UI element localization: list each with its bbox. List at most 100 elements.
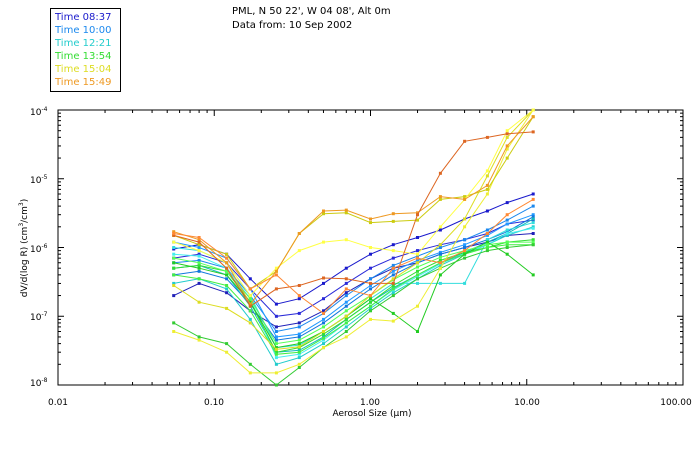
data-point xyxy=(197,263,201,267)
data-point xyxy=(197,240,201,244)
data-point xyxy=(463,195,467,199)
data-point xyxy=(274,335,278,339)
x-tick-label: 1.00 xyxy=(359,398,381,408)
x-tick-label: 10.00 xyxy=(514,398,540,408)
data-point xyxy=(485,238,489,242)
data-point xyxy=(438,252,442,256)
data-point xyxy=(248,362,252,366)
data-point xyxy=(322,346,325,350)
data-point xyxy=(485,233,489,237)
data-point xyxy=(225,269,229,273)
data-point xyxy=(225,342,229,346)
data-point xyxy=(197,236,201,239)
data-point xyxy=(248,371,252,375)
data-point xyxy=(274,362,278,366)
data-point xyxy=(463,252,467,256)
data-point xyxy=(391,263,395,267)
data-point xyxy=(531,197,535,201)
data-point xyxy=(369,252,372,256)
data-point xyxy=(438,243,442,247)
data-point xyxy=(297,297,301,301)
data-point xyxy=(369,287,372,291)
data-point xyxy=(172,240,176,244)
data-point xyxy=(531,108,535,112)
data-point xyxy=(297,332,301,336)
data-point xyxy=(463,217,467,221)
legend-item-1504: Time 15:04 xyxy=(55,64,112,75)
data-point xyxy=(297,348,301,352)
data-point xyxy=(391,219,395,223)
data-point xyxy=(274,269,278,273)
data-point xyxy=(438,261,442,265)
data-point xyxy=(531,221,535,225)
data-point xyxy=(463,250,467,254)
data-point xyxy=(505,233,509,237)
data-point xyxy=(369,281,372,285)
data-point xyxy=(438,273,442,277)
data-point xyxy=(297,325,301,329)
data-point xyxy=(369,246,372,249)
series-line-1504 xyxy=(173,109,534,374)
legend-item-1354: Time 13:54 xyxy=(55,51,112,62)
y-tick-label: 10-5 xyxy=(30,174,48,186)
data-point xyxy=(485,183,489,187)
data-point xyxy=(485,187,489,191)
series-line-1354 xyxy=(173,244,534,386)
x-tick-label: 100.00 xyxy=(660,398,692,408)
data-point xyxy=(344,317,348,321)
y-tick-label: 10-4 xyxy=(30,106,48,118)
data-point xyxy=(322,330,325,333)
legend-box: Time 08:37 Time 10:00 Time 12:21 Time 13… xyxy=(50,8,121,92)
data-point xyxy=(391,266,395,270)
data-point xyxy=(297,362,301,366)
x-tick-label: 0.01 xyxy=(47,398,69,408)
data-point xyxy=(274,338,278,342)
data-point xyxy=(197,335,201,339)
data-point xyxy=(197,254,201,258)
data-point xyxy=(248,300,252,304)
data-point xyxy=(274,287,278,291)
data-point xyxy=(531,238,535,242)
data-point xyxy=(248,277,252,281)
data-point xyxy=(416,261,419,265)
data-point xyxy=(197,246,201,249)
data-point xyxy=(438,195,442,199)
data-point xyxy=(463,281,467,285)
data-point xyxy=(531,232,535,235)
legend-item-1221: Time 12:21 xyxy=(55,38,112,49)
data-point xyxy=(391,212,395,216)
data-point xyxy=(531,213,535,217)
data-point xyxy=(438,228,442,232)
data-point xyxy=(225,266,229,270)
data-point xyxy=(248,304,252,308)
data-point xyxy=(225,291,229,295)
data-point xyxy=(531,273,535,277)
data-point xyxy=(391,291,395,295)
data-point xyxy=(391,269,395,273)
data-point xyxy=(172,256,176,260)
data-point xyxy=(322,276,325,280)
series-group xyxy=(172,108,535,387)
data-point xyxy=(172,284,176,287)
data-point xyxy=(248,302,252,306)
data-point xyxy=(344,325,348,329)
data-point xyxy=(505,240,509,244)
data-point xyxy=(416,249,419,253)
data-point xyxy=(172,321,176,325)
data-point xyxy=(344,321,348,325)
data-point xyxy=(391,287,395,291)
series-line-1504 xyxy=(173,109,534,297)
data-point xyxy=(463,225,467,229)
data-date: Data from: 10 Sep 2002 xyxy=(232,20,353,31)
series-line-1000 xyxy=(173,205,534,333)
data-point xyxy=(369,294,372,298)
data-point xyxy=(197,300,201,304)
data-point xyxy=(225,277,229,281)
data-point xyxy=(531,215,535,219)
x-tick-label: 0.10 xyxy=(203,398,225,408)
data-point xyxy=(297,284,301,287)
data-point xyxy=(369,284,372,287)
data-point xyxy=(172,252,176,256)
data-point xyxy=(505,230,509,234)
